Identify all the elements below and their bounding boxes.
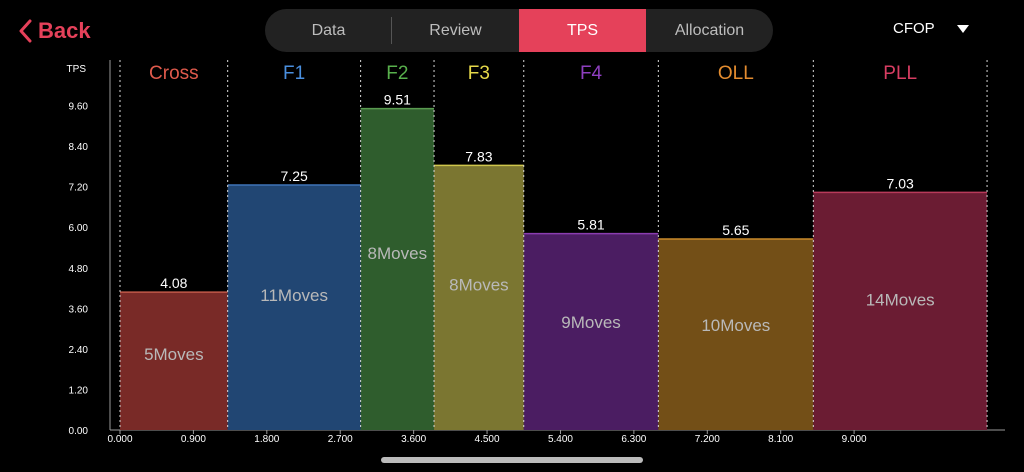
y-tick-label: 4.80	[69, 264, 89, 275]
bar-value-label: 5.65	[722, 222, 749, 238]
bar-value-label: 9.51	[384, 92, 411, 108]
x-tick-label: 0.900	[181, 434, 206, 445]
y-tick-label: 9.60	[69, 102, 89, 113]
bar-moves-label: 8Moves	[368, 244, 428, 263]
x-tick-label: 3.600	[401, 434, 426, 445]
bar-value-label: 7.03	[887, 175, 914, 191]
y-tick-label: 7.20	[69, 183, 89, 194]
stage-name-label: F2	[386, 63, 408, 84]
bar	[360, 108, 435, 430]
tab-review[interactable]: Review	[429, 21, 482, 39]
stage-name-label: OLL	[718, 63, 754, 84]
bar-moves-label: 5Moves	[144, 345, 204, 364]
stage-name-label: PLL	[883, 63, 917, 84]
method-label: CFOP	[893, 20, 935, 37]
y-tick-label: 1.20	[69, 385, 89, 396]
bar-value-label: 5.81	[577, 217, 604, 233]
bar-value-label: 4.08	[160, 275, 187, 291]
segmented-control: Data Review TPS Allocation	[265, 9, 773, 52]
bar	[434, 165, 524, 430]
y-tick-label: 2.40	[69, 345, 89, 356]
y-tick-label: 0.00	[69, 426, 89, 437]
x-tick-label: 1.800	[254, 434, 279, 445]
stage-name-label: F1	[283, 63, 305, 84]
tab-divider	[391, 17, 392, 44]
bar-value-label: 7.83	[465, 148, 492, 164]
chevron-left-icon	[19, 19, 32, 43]
y-tick-label: 6.00	[69, 223, 89, 234]
x-tick-label: 0.000	[107, 434, 132, 445]
x-tick-label: 4.500	[475, 434, 500, 445]
x-tick-label: 7.200	[695, 434, 720, 445]
bar-moves-label: 9Moves	[561, 313, 621, 332]
y-tick-label: 8.40	[69, 142, 89, 153]
x-tick-label: 5.400	[548, 434, 573, 445]
tab-allocation[interactable]: Allocation	[674, 21, 745, 39]
bar	[658, 239, 814, 430]
caret-down-icon	[956, 24, 969, 33]
bar	[120, 292, 228, 430]
y-axis-label: TPS	[67, 64, 87, 75]
stage-name-label: Cross	[149, 63, 199, 84]
stage-name-label: F4	[580, 63, 603, 84]
x-tick-label: 8.100	[768, 434, 793, 445]
home-indicator	[381, 457, 643, 463]
bar-value-label: 7.25	[281, 168, 308, 184]
bar	[523, 233, 659, 430]
stage-name-label: F3	[468, 63, 490, 84]
back-label: Back	[38, 18, 91, 43]
back-button[interactable]: Back	[18, 14, 91, 48]
bar	[813, 192, 988, 430]
x-tick-label: 9.000	[842, 434, 867, 445]
bar-moves-label: 14Moves	[866, 290, 935, 309]
x-tick-label: 6.300	[621, 434, 646, 445]
x-tick-label: 2.700	[328, 434, 353, 445]
bar-moves-label: 8Moves	[449, 275, 509, 294]
y-tick-label: 3.60	[69, 304, 89, 315]
bar	[227, 184, 361, 430]
bar-moves-label: 10Moves	[701, 316, 770, 335]
bar-moves-label: 11Moves	[260, 286, 328, 305]
tab-tps[interactable]: TPS	[519, 9, 646, 52]
tab-data[interactable]: Data	[311, 21, 346, 39]
method-selector[interactable]: CFOP	[893, 20, 969, 37]
